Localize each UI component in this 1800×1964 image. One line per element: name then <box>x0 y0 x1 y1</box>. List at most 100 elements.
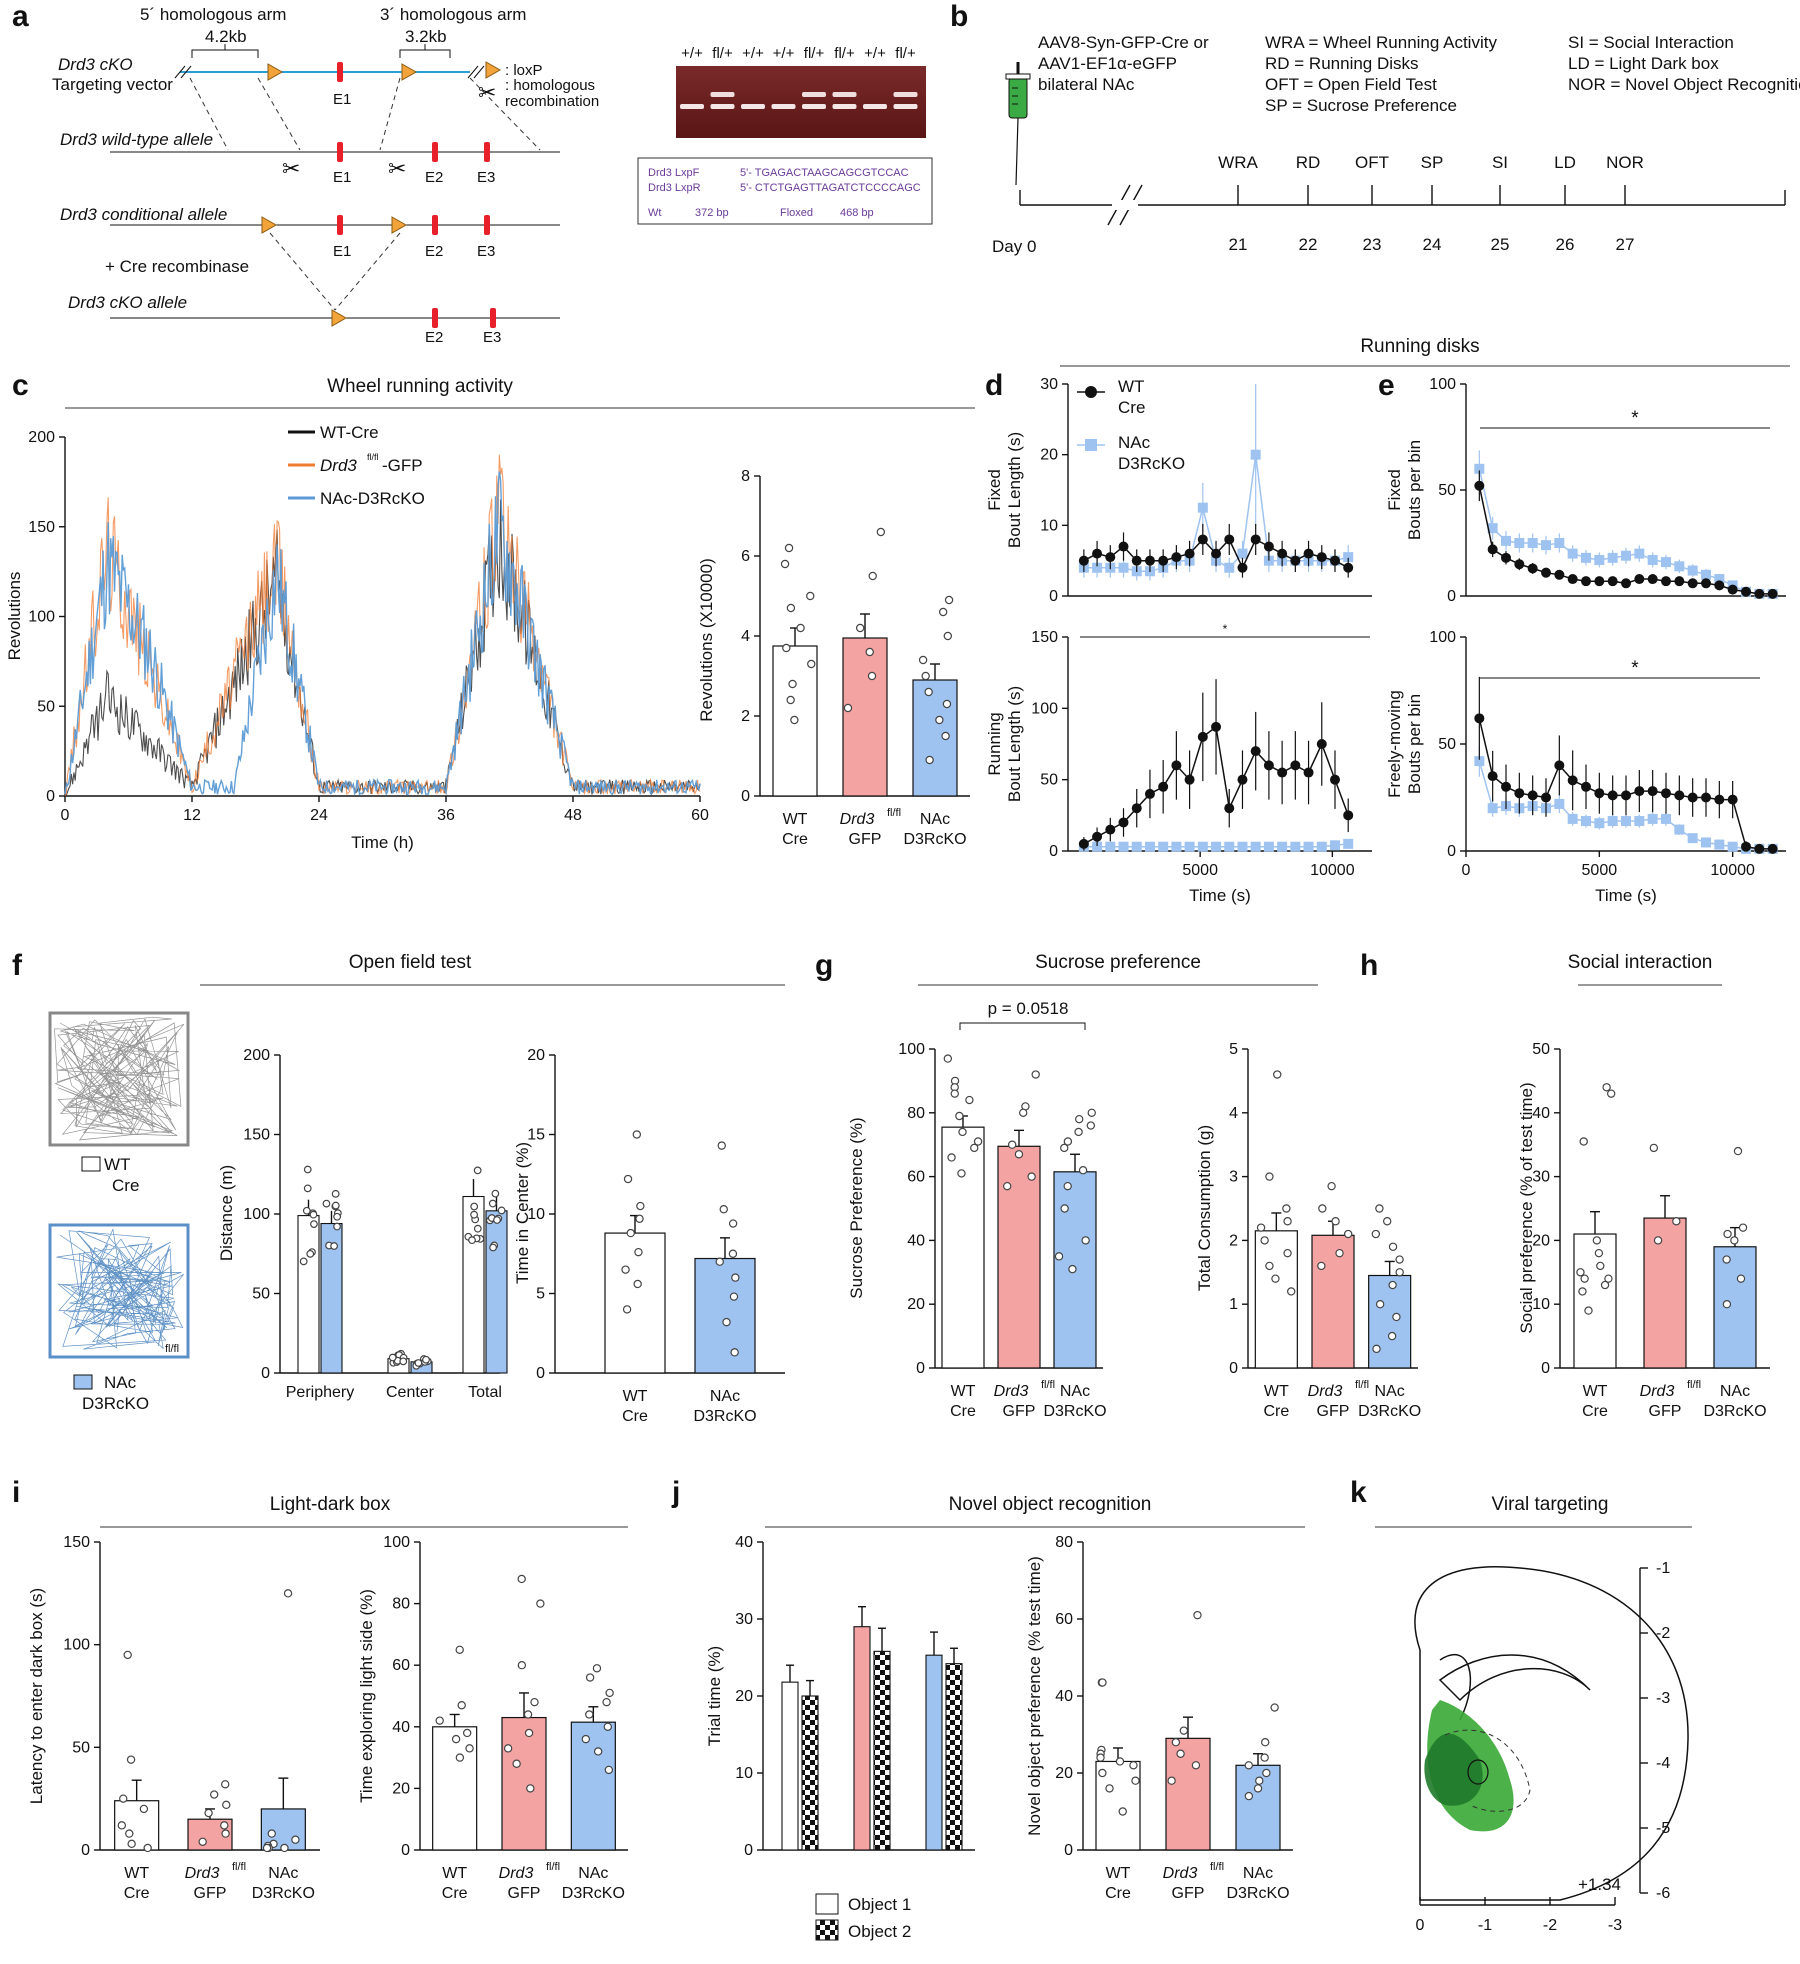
point-wt <box>1701 792 1711 803</box>
break-marks <box>174 65 485 79</box>
point-ko <box>1607 552 1618 563</box>
point-wt <box>1184 774 1195 785</box>
k-x-tick-label: 0 <box>1416 1917 1425 1934</box>
trace-ko <box>48 1223 190 1359</box>
data-point <box>455 1753 465 1762</box>
panel-letter-f: f <box>12 949 23 982</box>
group-label-sup: fl/fl <box>1041 1379 1055 1391</box>
data-point <box>331 1201 340 1210</box>
gel-band-wt <box>863 104 887 109</box>
point-wt <box>1303 548 1314 559</box>
gel-band-wt <box>741 104 765 109</box>
data-point <box>470 1202 479 1211</box>
legend-swatch-object-2 <box>815 1919 839 1941</box>
y-tick-label: 3 <box>1229 1169 1238 1186</box>
bar-object-2 <box>801 1695 819 1851</box>
bar <box>1573 1233 1617 1369</box>
point-wt <box>1741 586 1751 597</box>
point-wt <box>1078 555 1089 566</box>
y-tick-label: 8 <box>741 468 750 485</box>
data-point <box>117 1821 127 1830</box>
timeline-day: 26 <box>1556 235 1575 254</box>
legend-fl: Drd3 <box>320 456 357 475</box>
data-point <box>1594 1248 1604 1258</box>
y-tick-label: 0 <box>1447 588 1456 605</box>
data-point <box>1730 1236 1739 1245</box>
bar-object-1 <box>781 1681 799 1851</box>
y-tick-label: 50 <box>1438 482 1456 499</box>
point-wt <box>1316 552 1327 563</box>
y-tick-label: 0 <box>1229 1360 1238 1377</box>
data-point <box>1256 1223 1266 1232</box>
loxp-icon <box>391 216 408 234</box>
timeline-day: 22 <box>1299 235 1318 254</box>
point-ko <box>1184 841 1195 852</box>
point-ko <box>1674 824 1685 835</box>
y-axis-label: Bouts per bin <box>1405 694 1424 794</box>
timeline-test: OFT <box>1355 153 1389 172</box>
data-point <box>786 603 796 613</box>
significance-mark: * <box>1223 622 1228 636</box>
timeline-test: WRA <box>1218 153 1258 172</box>
data-point <box>222 1800 231 1810</box>
data-point <box>303 1165 312 1174</box>
data-point <box>965 1095 974 1105</box>
chart-g_cons: 0 1 2 3 4 5 WT Cre Drd3 fl/fl GFP NAc D3RcKO Total Co… <box>1195 1041 1421 1420</box>
recombination-lines <box>189 77 541 151</box>
y-axis-label: Revolutions (X10000) <box>697 558 716 721</box>
group-label-sup: fl/fl <box>887 807 901 819</box>
significance-star: * <box>1631 408 1639 429</box>
point-wt <box>1607 790 1618 801</box>
data-point <box>855 623 865 633</box>
data-point <box>633 1279 642 1289</box>
group-label: Drd3 <box>840 811 875 828</box>
data-point <box>333 1222 341 1231</box>
data-point <box>1260 1236 1269 1245</box>
point-ko <box>1197 841 1208 852</box>
data-point <box>462 1728 472 1738</box>
data-point <box>790 715 799 725</box>
gel-band-wt <box>710 104 735 109</box>
y-tick-label: 100 <box>28 609 55 626</box>
point-wt <box>1554 760 1565 771</box>
point-ko <box>1687 833 1698 844</box>
data-point <box>435 1716 444 1725</box>
data-point <box>303 1184 312 1193</box>
d-legend-cre: Cre <box>1118 398 1145 417</box>
data-point <box>517 1574 526 1584</box>
point-wt <box>1754 843 1765 854</box>
data-point <box>1722 1299 1732 1309</box>
panel-b: b AAV8-Syn-GFP-Cre or AAV1-EF1α-eGFP bil… <box>950 0 1800 256</box>
group-label: Cre <box>442 1885 468 1902</box>
data-point <box>938 607 948 617</box>
f-legend-ko: D3RcKO <box>82 1394 149 1413</box>
exon-label: E1 <box>333 243 351 260</box>
hr-legend: : homologous <box>505 77 595 94</box>
legend-swatch-ko <box>73 1374 93 1390</box>
y-tick-label: 50 <box>1532 1041 1550 1058</box>
gel-lane-label: +/+ <box>864 45 886 62</box>
y-tick-label: 20 <box>1532 1232 1550 1249</box>
j-legend-object-1: Object 1 <box>848 1895 911 1914</box>
data-point <box>1098 1768 1107 1778</box>
y-tick-label: 50 <box>1040 772 1058 789</box>
legend-fl-gfp: -GFP <box>382 456 423 475</box>
y-tick-label: 20 <box>392 1780 410 1797</box>
trace-wt-path <box>54 1016 185 1141</box>
x-axis-label: Time (s) <box>1189 886 1251 905</box>
data-point <box>605 1688 614 1698</box>
panel-letter-j: j <box>671 1476 680 1509</box>
data-point <box>867 671 877 681</box>
point-wt <box>1316 739 1327 749</box>
gel-lane-labels: +/+ fl/+ +/+ +/+ fl/+ fl/+ +/+ fl/+ <box>681 45 916 62</box>
point-wt <box>1105 824 1116 835</box>
group-label: WT <box>783 811 808 828</box>
data-point <box>488 1199 497 1208</box>
exon-label: E3 <box>477 169 495 186</box>
arm3-label: 3´ homologous arm <box>380 5 526 24</box>
data-point <box>503 1744 513 1753</box>
bar <box>462 1195 485 1374</box>
data-point <box>1018 1108 1028 1118</box>
data-point <box>943 1054 953 1063</box>
locomotion-path <box>56 1228 184 1350</box>
